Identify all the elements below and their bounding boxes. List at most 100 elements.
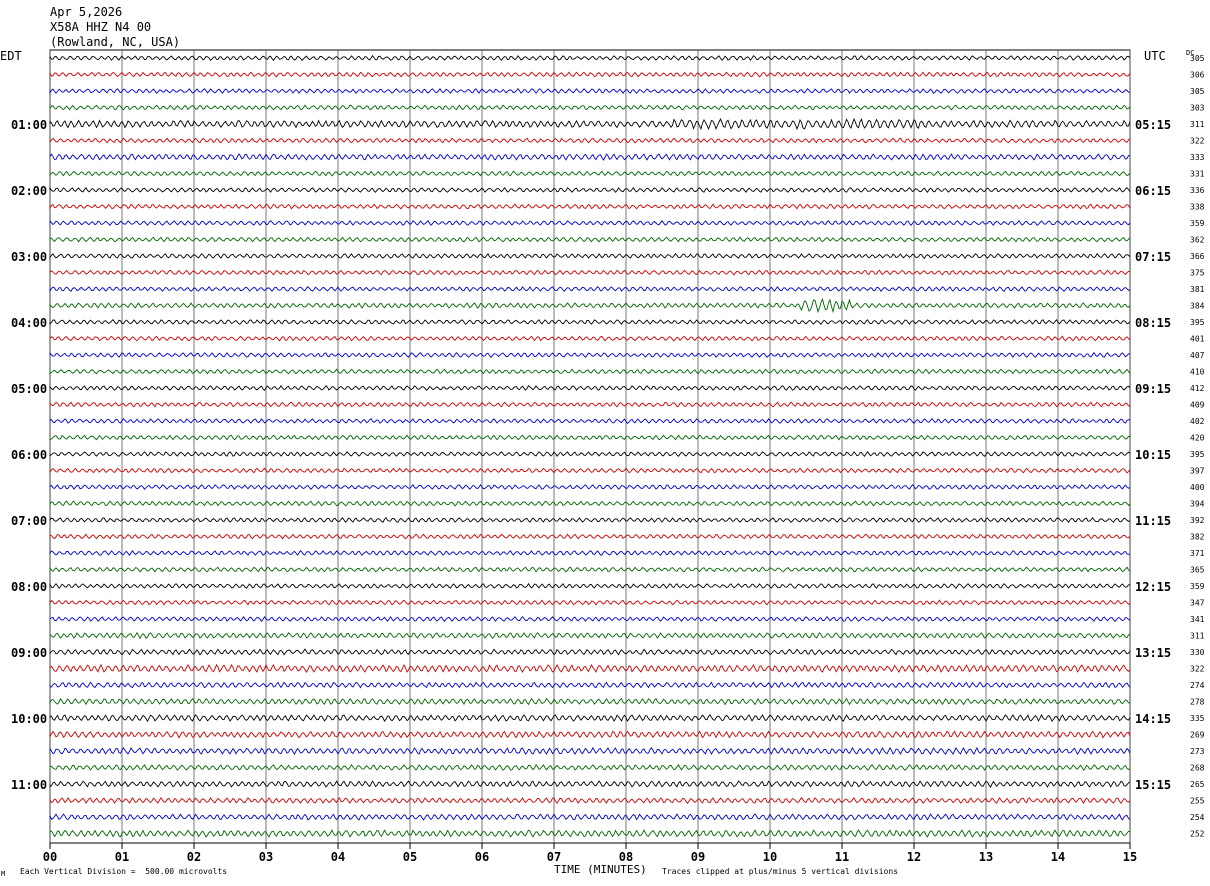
trace-line xyxy=(49,631,1131,640)
dc-offset-label: 338 xyxy=(1190,203,1205,212)
hour-label-utc: 15:15 xyxy=(1135,778,1171,792)
dc-offset-label: 409 xyxy=(1190,401,1205,410)
hour-label-utc: 09:15 xyxy=(1135,382,1171,396)
trace-line xyxy=(49,335,1131,342)
hour-label-edt: 02:00 xyxy=(11,184,47,198)
plot-date: Apr 5,2026 xyxy=(50,5,123,19)
dc-offset-label: 407 xyxy=(1190,351,1205,360)
dc-offset-label: 311 xyxy=(1190,120,1205,129)
dc-offset-label: 269 xyxy=(1190,731,1205,740)
hour-label-edt: 11:00 xyxy=(11,778,47,792)
dc-offset-label: 341 xyxy=(1190,615,1205,624)
dc-offset-label: 412 xyxy=(1190,384,1205,393)
hour-label-utc: 06:15 xyxy=(1135,184,1171,198)
dc-offset-label: 335 xyxy=(1190,714,1205,723)
label-layer: 00 01 02 03 04 05 06 07 08 09 10 11 12 13 14 15 305 306 30… xyxy=(11,54,1205,864)
hour-label-utc: 13:15 xyxy=(1135,646,1171,660)
trace-line xyxy=(49,351,1131,359)
hour-label-edt: 04:00 xyxy=(11,316,47,330)
hour-label-utc: 12:15 xyxy=(1135,580,1171,594)
trace-line xyxy=(49,713,1131,723)
trace-line xyxy=(49,54,1131,62)
trace-line xyxy=(49,434,1131,441)
hour-label-utc: 14:15 xyxy=(1135,712,1171,726)
dc-offset-label: 394 xyxy=(1190,500,1205,509)
dc-offset-label: 305 xyxy=(1190,87,1205,96)
x-tick-label: 04 xyxy=(331,850,345,864)
trace-line xyxy=(49,170,1131,177)
trace-line xyxy=(49,186,1131,193)
trace-line xyxy=(49,252,1131,260)
x-tick-label: 08 xyxy=(619,850,633,864)
dc-offset-label: 395 xyxy=(1190,318,1205,327)
dc-offset-label: 311 xyxy=(1190,632,1205,641)
dc-offset-label: 333 xyxy=(1190,153,1205,162)
x-tick-label: 13 xyxy=(979,850,993,864)
hour-label-utc: 07:15 xyxy=(1135,250,1171,264)
x-tick-label: 11 xyxy=(835,850,849,864)
trace-line xyxy=(49,780,1131,788)
dc-offset-label: 371 xyxy=(1190,549,1205,558)
trace-line xyxy=(49,533,1131,540)
trace-line xyxy=(49,286,1131,293)
dc-offset-label: 366 xyxy=(1190,252,1205,261)
trace-line xyxy=(49,516,1131,524)
trace-line xyxy=(49,681,1131,689)
trace-line xyxy=(49,582,1131,590)
dc-offset-label: 362 xyxy=(1190,236,1205,245)
dc-offset-label: 359 xyxy=(1190,219,1205,228)
x-tick-label: 12 xyxy=(907,850,921,864)
dc-offset-label: 392 xyxy=(1190,516,1205,525)
dc-offset-label: 365 xyxy=(1190,566,1205,575)
station-location: (Rowland, NC, USA) xyxy=(50,35,181,49)
trace-line xyxy=(49,500,1131,507)
x-tick-label: 14 xyxy=(1051,850,1065,864)
x-tick-label: 15 xyxy=(1123,850,1137,864)
clip-note: Traces clipped at plus/minus 5 vertical … xyxy=(662,867,899,876)
trace-line xyxy=(49,763,1131,772)
trace-line xyxy=(49,236,1131,243)
dc-offset-label: 330 xyxy=(1190,648,1205,657)
trace-line xyxy=(49,599,1131,606)
trace-line xyxy=(49,746,1131,756)
trace-line xyxy=(49,137,1131,144)
dc-offset-label: 268 xyxy=(1190,764,1205,773)
dc-offset-label: 395 xyxy=(1190,450,1205,459)
hour-label-edt: 09:00 xyxy=(11,646,47,660)
trace-line xyxy=(49,384,1131,391)
dc-offset-label: 252 xyxy=(1190,830,1205,839)
trace-line xyxy=(49,269,1131,276)
dc-offset-label: 303 xyxy=(1190,104,1205,113)
trace-line xyxy=(49,615,1131,623)
x-tick-label: 05 xyxy=(403,850,417,864)
hour-label-utc: 08:15 xyxy=(1135,316,1171,330)
corner-mark: M xyxy=(1,870,6,878)
x-tick-label: 06 xyxy=(475,850,489,864)
trace-line xyxy=(49,71,1131,78)
hour-label-utc: 10:15 xyxy=(1135,448,1171,462)
trace-line xyxy=(49,87,1131,95)
hour-label-edt: 07:00 xyxy=(11,514,47,528)
trace-line xyxy=(49,663,1131,674)
trace-line xyxy=(49,796,1131,805)
trace-line xyxy=(49,117,1131,131)
dc-offset-label: 305 xyxy=(1190,54,1205,63)
dc-offset-label: 274 xyxy=(1190,681,1205,690)
trace-line xyxy=(49,417,1131,424)
trace-line xyxy=(49,451,1131,457)
hour-label-utc: 11:15 xyxy=(1135,514,1171,528)
trace-line xyxy=(49,648,1131,656)
trace-line xyxy=(49,730,1131,739)
dc-offset-label: 306 xyxy=(1190,71,1205,80)
dc-offset-label: 420 xyxy=(1190,434,1205,443)
trace-layer xyxy=(49,54,1131,838)
trace-line xyxy=(49,153,1131,161)
trace-line xyxy=(49,829,1131,838)
hour-label-edt: 01:00 xyxy=(11,118,47,132)
dc-offset-label: 401 xyxy=(1190,335,1205,344)
x-tick-label: 09 xyxy=(691,850,705,864)
trace-line xyxy=(49,104,1131,111)
plot-frame xyxy=(49,49,1131,844)
dc-offset-label: 400 xyxy=(1190,483,1205,492)
